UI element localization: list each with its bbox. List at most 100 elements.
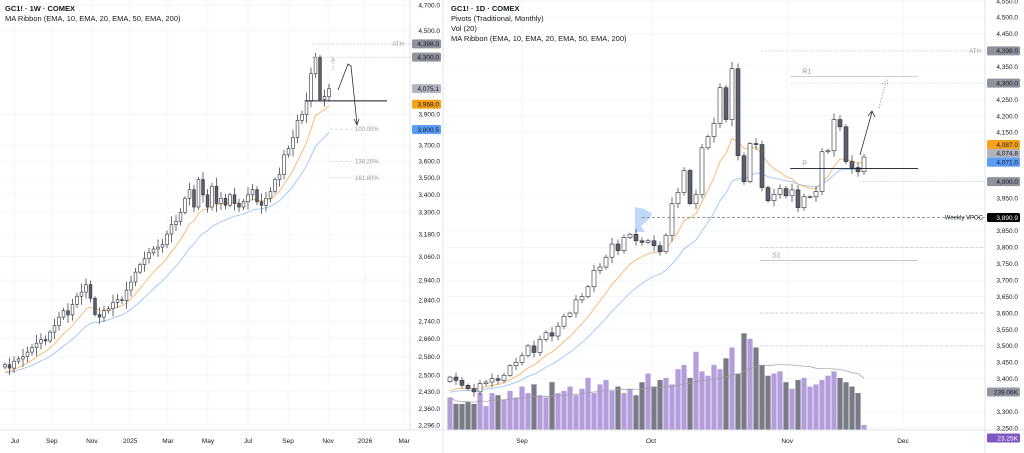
candle-up[interactable]: [228, 192, 232, 208]
candle-up[interactable]: [142, 251, 147, 272]
candle-down[interactable]: [759, 140, 765, 192]
candle-up[interactable]: [156, 239, 160, 257]
daily-chart-pane[interactable]: ATH R1 P Weekly VPOC S1: [447, 49, 985, 430]
candle-up[interactable]: [561, 313, 567, 329]
candle-down[interactable]: [765, 185, 771, 203]
candle-up[interactable]: [627, 232, 633, 240]
candle-up[interactable]: [669, 197, 675, 242]
right-drawings[interactable]: [859, 79, 889, 156]
candle-up[interactable]: [241, 198, 246, 210]
candle-down[interactable]: [495, 374, 501, 385]
candle-up[interactable]: [603, 254, 609, 270]
candle-down[interactable]: [255, 186, 259, 206]
candle-up[interactable]: [70, 298, 75, 321]
candle-up[interactable]: [282, 149, 286, 180]
candle-up[interactable]: [57, 312, 61, 331]
candle-down[interactable]: [615, 239, 621, 256]
candle-up[interactable]: [489, 373, 495, 388]
candle-up[interactable]: [591, 264, 597, 293]
candle-up[interactable]: [705, 134, 711, 150]
candle-up[interactable]: [16, 356, 21, 365]
candle-up[interactable]: [115, 294, 120, 309]
candle-down[interactable]: [735, 63, 741, 161]
candle-up[interactable]: [250, 184, 255, 201]
right-indicator-volume[interactable]: Vol (20): [451, 24, 477, 33]
candle-up[interactable]: [25, 346, 30, 363]
candle-up[interactable]: [147, 247, 151, 264]
candle-up[interactable]: [61, 307, 66, 320]
candle-down[interactable]: [88, 280, 93, 303]
candle-down[interactable]: [453, 372, 459, 385]
candle-down[interactable]: [795, 185, 801, 213]
candle-up[interactable]: [747, 141, 753, 184]
candle-up[interactable]: [801, 193, 807, 211]
candle-down[interactable]: [214, 177, 219, 213]
candle-up[interactable]: [327, 83, 331, 102]
candle-up[interactable]: [579, 293, 585, 304]
candle-up[interactable]: [813, 186, 819, 202]
candle-up[interactable]: [831, 113, 837, 157]
candle-down[interactable]: [849, 155, 855, 174]
candle-up[interactable]: [133, 267, 138, 287]
candle-down[interactable]: [201, 171, 205, 203]
candle-up[interactable]: [567, 311, 573, 318]
candle-up[interactable]: [165, 230, 169, 249]
candle-down[interactable]: [120, 296, 124, 304]
candle-down[interactable]: [318, 55, 322, 102]
candle-up[interactable]: [138, 262, 142, 275]
candle-down[interactable]: [549, 327, 555, 342]
candle-up[interactable]: [322, 89, 327, 107]
candle-down[interactable]: [723, 84, 729, 123]
candle-up[interactable]: [819, 148, 825, 196]
candle-up[interactable]: [729, 61, 735, 127]
candle-up[interactable]: [34, 334, 39, 357]
candle-down[interactable]: [66, 303, 70, 323]
candle-up[interactable]: [861, 153, 867, 175]
candle-up[interactable]: [295, 114, 300, 144]
candle-up[interactable]: [825, 148, 831, 154]
candle-down[interactable]: [855, 162, 861, 177]
candle-up[interactable]: [555, 321, 561, 341]
candle-up[interactable]: [183, 196, 187, 215]
left-drawings[interactable]: [330, 57, 360, 127]
candle-down[interactable]: [205, 189, 210, 213]
candle-up[interactable]: [771, 188, 777, 207]
projection-arrow[interactable]: [337, 63, 358, 125]
candle-up[interactable]: [277, 167, 282, 187]
candle-down[interactable]: [843, 124, 849, 165]
candle-up[interactable]: [597, 263, 603, 275]
candle-down[interactable]: [259, 193, 264, 214]
candle-up[interactable]: [286, 145, 291, 158]
candle-down[interactable]: [223, 194, 228, 210]
candle-up[interactable]: [84, 278, 88, 299]
candle-up[interactable]: [30, 344, 34, 356]
candle-down[interactable]: [633, 229, 639, 246]
axes[interactable]: 4,700.0 4,500.0 3,900.0 3,700.0 3,600.0 3,500…: [11, 0, 1019, 445]
weekly-chart-pane[interactable]: ATH 100.00% 138.20% 161.80%: [3, 42, 410, 376]
candle-up[interactable]: [789, 183, 795, 203]
candle-up[interactable]: [187, 182, 192, 206]
left-legend[interactable]: GC1! · 1W · COMEX MA Ribbon (EMA, 10, EM…: [5, 4, 181, 23]
candle-up[interactable]: [675, 187, 681, 209]
candle-up[interactable]: [717, 83, 723, 128]
candle-up[interactable]: [543, 330, 549, 342]
right-symbol-title[interactable]: GC1! · 1D · COMEX: [451, 4, 519, 13]
right-legend[interactable]: GC1! · 1D · COMEX Pivots (Traditional, M…: [451, 4, 627, 43]
left-indicator-ma-ribbon[interactable]: MA Ribbon (EMA, 10, EMA, 20, EMA, 50, EM…: [5, 14, 181, 23]
candle-up[interactable]: [178, 208, 183, 226]
candle-up[interactable]: [3, 362, 7, 370]
candle-up[interactable]: [39, 333, 43, 350]
candle-up[interactable]: [663, 233, 669, 255]
candle-up[interactable]: [645, 238, 651, 245]
candle-up[interactable]: [79, 283, 84, 305]
candle-up[interactable]: [106, 305, 111, 314]
candle-up[interactable]: [102, 305, 106, 323]
candle-up[interactable]: [525, 344, 531, 358]
candle-up[interactable]: [169, 216, 174, 243]
right-indicator-ma-ribbon[interactable]: MA Ribbon (EMA, 10, EMA, 20, EMA, 50, EM…: [451, 34, 627, 43]
candle-up[interactable]: [777, 184, 783, 199]
candle-up[interactable]: [75, 292, 79, 309]
candle-up[interactable]: [501, 372, 507, 384]
candle-down[interactable]: [837, 115, 843, 132]
candle-up[interactable]: [807, 195, 813, 199]
